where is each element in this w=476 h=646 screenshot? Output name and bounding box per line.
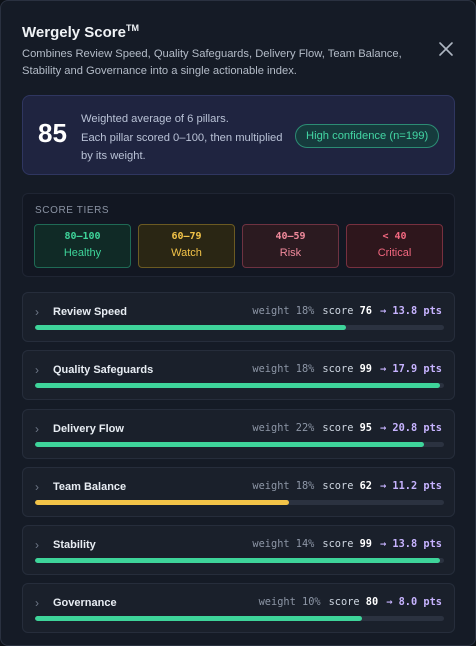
tiers-label: SCORE TIERS — [35, 205, 110, 216]
pillar-name: Governance — [53, 597, 117, 609]
chevron-right-icon: › — [35, 480, 39, 494]
pillar-progress-track — [35, 442, 444, 447]
chevron-right-icon: › — [35, 305, 39, 319]
close-icon[interactable] — [437, 40, 455, 58]
score-tiers: SCORE TIERS 80–100 Healthy 60–79 Watch 4… — [22, 193, 455, 277]
chevron-right-icon: › — [35, 363, 39, 377]
summary-card: 85 Weighted average of 6 pillars. Each p… — [22, 95, 455, 175]
pillar-metrics: weight 18% score 62 → 11.2 pts — [252, 480, 442, 492]
pillar-stability[interactable]: › Stability weight 14% score 99 → 13.8 pts — [22, 525, 455, 575]
tier-risk: 40–59 Risk — [242, 224, 339, 268]
pillar-score: 99 — [359, 363, 372, 375]
tier-healthy: 80–100 Healthy — [34, 224, 131, 268]
pillar-weight: weight 18% — [252, 305, 315, 317]
pillar-weight: weight 18% — [252, 480, 315, 492]
tier-name: Healthy — [63, 247, 102, 259]
pillar-score-label: score — [322, 363, 354, 375]
tier-range: 80–100 — [64, 231, 101, 242]
chevron-right-icon: › — [35, 422, 39, 436]
pillar-progress-fill — [35, 616, 363, 621]
overall-score: 85 — [38, 118, 67, 148]
pillar-points: → 13.8 pts — [380, 538, 442, 550]
pillar-score-label: score — [322, 305, 354, 317]
pillar-progress-track — [35, 616, 444, 621]
tier-name: Watch — [171, 247, 202, 259]
summary-line: Each pillar scored 0–100, then multiplie… — [81, 131, 283, 144]
pillar-progress-track — [35, 500, 444, 505]
pillar-points: → 13.8 pts — [380, 305, 442, 317]
pillar-progress-track — [35, 383, 444, 388]
pillar-score: 95 — [359, 422, 372, 434]
tier-range: 40–59 — [275, 231, 306, 242]
pillar-score: 62 — [359, 480, 372, 492]
summary-description: Weighted average of 6 pillars. Each pill… — [81, 110, 296, 166]
chevron-right-icon: › — [35, 596, 39, 610]
pillar-progress-track — [35, 558, 444, 563]
pillar-weight: weight 18% — [252, 363, 315, 375]
summary-line: Weighted average of 6 pillars. — [81, 113, 229, 125]
pillar-review-speed[interactable]: › Review Speed weight 18% score 76 → 13.8 … — [22, 292, 455, 342]
pillar-score-label: score — [322, 480, 354, 492]
pillar-points: → 17.9 pts — [380, 363, 442, 375]
pillar-progress-fill — [35, 383, 440, 388]
pillar-name: Team Balance — [53, 481, 127, 493]
pillar-score: 80 — [365, 596, 379, 608]
pillar-progress-fill — [35, 500, 289, 505]
pillar-score-label: score — [322, 538, 354, 550]
pillar-metrics: weight 18% score 99 → 17.9 pts — [252, 363, 442, 375]
pillar-score-label: score — [322, 422, 354, 434]
tier-name: Risk — [279, 247, 302, 259]
confidence-badge: High confidence (n=199) — [295, 124, 440, 148]
pillar-progress-fill — [35, 558, 440, 563]
chevron-right-icon: › — [35, 538, 39, 552]
pillar-name: Quality Safeguards — [53, 364, 154, 376]
pillar-metrics: weight 18% score 76 → 13.8 pts — [252, 305, 442, 317]
pillar-points: → 11.2 pts — [380, 480, 442, 492]
pillar-metrics: weight 14% score 99 → 13.8 pts — [252, 538, 442, 550]
pillar-quality-safeguards[interactable]: › Quality Safeguards weight 18% score 99 →… — [22, 350, 455, 400]
pillar-weight: weight 14% — [252, 538, 315, 550]
summary-line: by its weight. — [81, 150, 146, 162]
pillar-team-balance[interactable]: › Team Balance weight 18% score 62 → 11.2 … — [22, 467, 455, 517]
tier-name: Critical — [377, 247, 412, 259]
pillar-metrics: weight 22% score 95 → 20.8 pts — [252, 422, 442, 434]
pillar-delivery-flow[interactable]: › Delivery Flow weight 22% score 95 → 20.8… — [22, 409, 455, 459]
pillar-score-label: score — [328, 596, 360, 608]
pillar-name: Stability — [53, 539, 96, 551]
pillar-score: 99 — [359, 538, 372, 550]
pillar-governance[interactable]: › Governance weight 10% score 80 → 8.0 pts — [22, 583, 455, 633]
pillar-points: → 20.8 pts — [380, 422, 442, 434]
pillar-name: Review Speed — [53, 306, 127, 318]
pillar-points: → 8.0 pts — [386, 596, 442, 608]
title-text: Wergely Score — [22, 24, 126, 41]
pillar-weight: weight 22% — [252, 422, 315, 434]
modal-title: Wergely ScoreTM — [22, 23, 139, 41]
pillar-metrics: weight 10% score 80 → 8.0 pts — [259, 596, 442, 608]
modal-subtitle: Combines Review Speed, Quality Safeguard… — [22, 48, 402, 77]
trademark-mark: TM — [125, 23, 139, 33]
pillar-name: Delivery Flow — [53, 423, 124, 435]
pillar-progress-track — [35, 325, 444, 330]
tier-range: 60–79 — [171, 231, 202, 242]
tier-critical: < 40 Critical — [346, 224, 443, 268]
pillar-weight: weight 10% — [258, 596, 321, 608]
pillar-progress-fill — [35, 325, 346, 330]
pillar-progress-fill — [35, 442, 424, 447]
pillar-score: 76 — [359, 305, 372, 317]
tier-watch: 60–79 Watch — [138, 224, 235, 268]
tier-range: < 40 — [382, 231, 407, 242]
